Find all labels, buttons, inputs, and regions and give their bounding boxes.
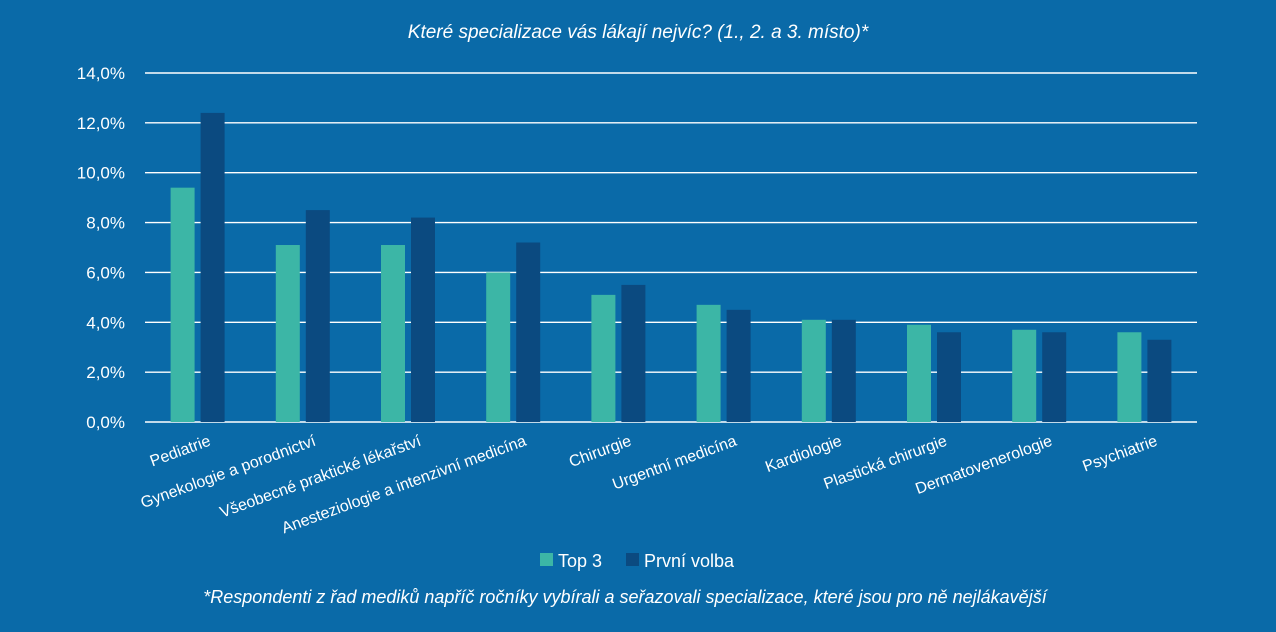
- footnote: *Respondenti z řad mediků napříč ročníky…: [203, 587, 1048, 607]
- bar-prvni-volba: [726, 309, 751, 422]
- bar-top3: [381, 245, 405, 422]
- bar-top3: [801, 319, 826, 422]
- bar-prvni-volba: [516, 242, 541, 422]
- x-category-label: Chirurgie: [567, 433, 634, 471]
- bars: [170, 112, 1172, 422]
- y-tick-label: 4,0%: [86, 313, 125, 332]
- bar-top3: [1012, 329, 1037, 422]
- y-tick-label: 2,0%: [86, 363, 125, 382]
- gridlines: [145, 72, 1197, 423]
- legend-label-top3: Top 3: [558, 551, 602, 571]
- y-tick-label: 8,0%: [86, 214, 125, 233]
- x-category-label: Psychiatrie: [1080, 433, 1159, 476]
- y-tick-label: 10,0%: [77, 164, 125, 183]
- bar-prvni-volba: [1042, 332, 1067, 422]
- legend: Top 3 První volba: [540, 551, 735, 571]
- bar-prvni-volba: [621, 284, 646, 422]
- bar-top3: [486, 272, 511, 422]
- bar-top3: [591, 294, 616, 422]
- bar-prvni-volba: [411, 217, 435, 422]
- x-category-label: Pediatrie: [148, 433, 213, 471]
- y-tick-label: 14,0%: [77, 64, 125, 83]
- bar-top3: [696, 304, 721, 422]
- bar-top3: [907, 324, 931, 422]
- legend-swatch-top3: [540, 553, 553, 566]
- bar-prvni-volba: [305, 210, 330, 422]
- bar-top3: [1117, 332, 1142, 422]
- bar-top3: [170, 187, 195, 422]
- bar-prvni-volba: [831, 319, 856, 422]
- y-tick-label: 0,0%: [86, 413, 125, 432]
- bar-top3: [275, 245, 300, 422]
- chart-title: Které specializace vás lákají nejvíc? (1…: [408, 22, 869, 43]
- x-category-label: Gynekologie a porodnictví: [139, 433, 319, 512]
- legend-swatch-prvni-volba: [626, 553, 639, 566]
- y-tick-label: 6,0%: [86, 263, 125, 282]
- legend-label-prvni-volba: První volba: [644, 551, 735, 571]
- bar-prvni-volba: [937, 332, 961, 422]
- y-axis-ticks: 0,0% 2,0% 4,0% 6,0% 8,0% 10,0% 12,0% 14,0%: [77, 64, 125, 432]
- y-tick-label: 12,0%: [77, 114, 125, 133]
- bar-prvni-volba: [1147, 339, 1172, 422]
- bar-prvni-volba: [200, 112, 225, 422]
- x-category-label: Kardiologie: [763, 433, 844, 476]
